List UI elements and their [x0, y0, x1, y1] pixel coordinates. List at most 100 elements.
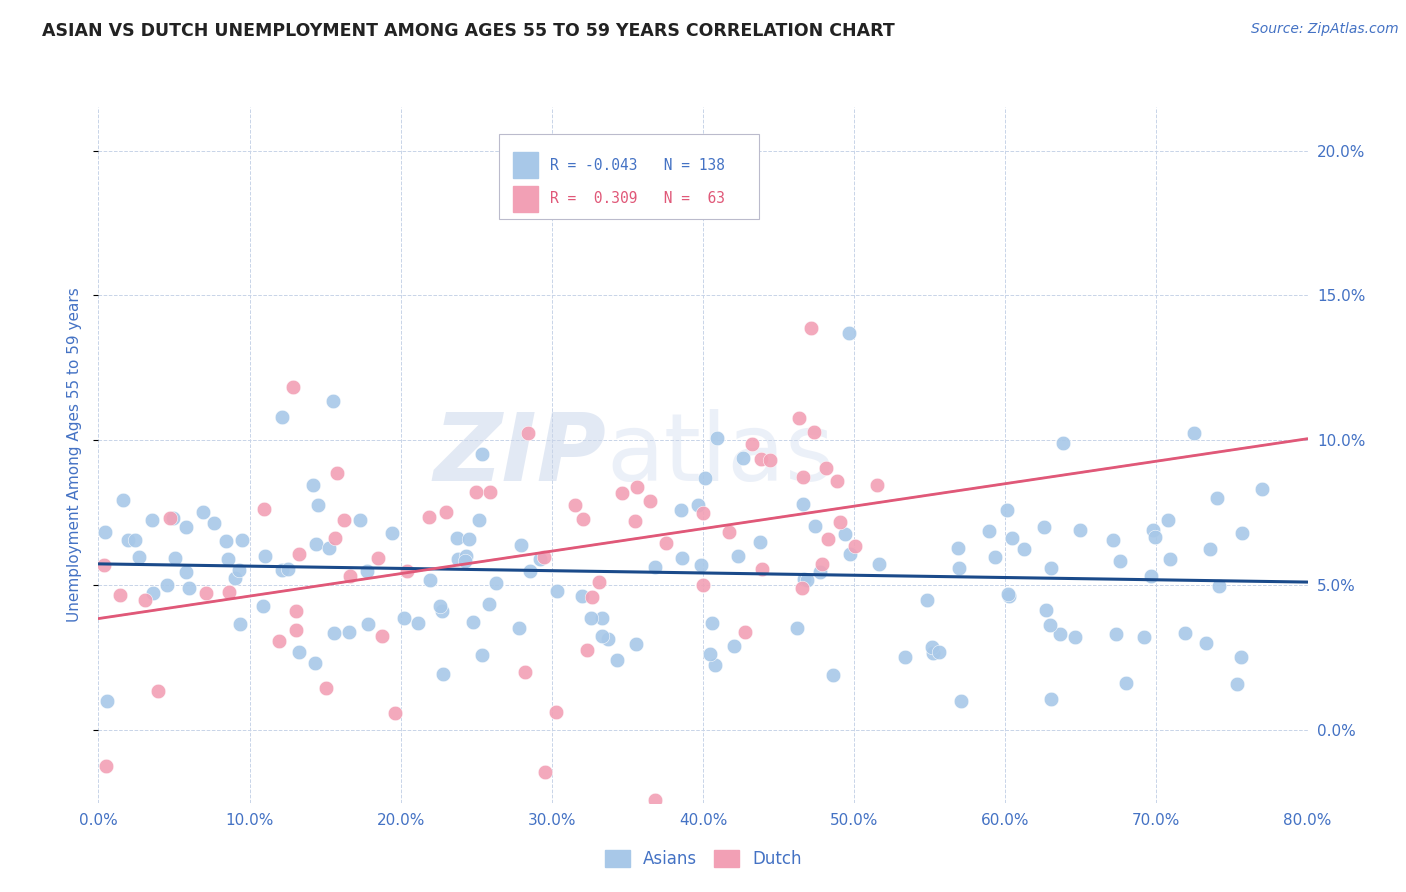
Point — [471, 447, 494, 461]
Point — [808, 565, 831, 579]
Point — [485, 575, 508, 590]
Point — [337, 625, 360, 640]
Point — [700, 615, 723, 630]
Point — [174, 520, 197, 534]
Point — [703, 657, 725, 672]
Point — [304, 657, 326, 671]
Point — [108, 588, 131, 602]
Point — [529, 552, 551, 566]
Text: ZIP: ZIP — [433, 409, 606, 501]
Point — [288, 645, 311, 659]
Point — [446, 531, 468, 545]
Point — [96, 694, 118, 708]
Point — [176, 565, 198, 579]
Point — [1142, 524, 1164, 538]
Point — [468, 513, 491, 527]
Point — [571, 589, 593, 603]
Point — [252, 599, 274, 613]
Point — [865, 478, 887, 492]
Point — [693, 471, 716, 485]
Point — [596, 632, 619, 647]
Point — [811, 557, 834, 571]
Point — [134, 592, 156, 607]
Point — [671, 550, 693, 565]
Point — [591, 629, 613, 643]
Point — [1064, 630, 1087, 644]
Point — [471, 648, 494, 662]
Point — [281, 380, 304, 394]
Point — [787, 411, 810, 425]
Point — [384, 706, 406, 720]
Text: Source: ZipAtlas.com: Source: ZipAtlas.com — [1251, 22, 1399, 37]
Point — [792, 470, 814, 484]
Point — [793, 573, 815, 587]
Point — [581, 590, 603, 604]
Point — [322, 393, 344, 408]
Point — [946, 541, 969, 556]
Point — [228, 563, 250, 577]
Point — [477, 597, 499, 611]
Point — [950, 694, 973, 708]
Point — [419, 573, 441, 587]
Point — [749, 534, 772, 549]
Point — [894, 650, 917, 665]
Point — [1226, 676, 1249, 690]
Point — [111, 492, 134, 507]
Point — [349, 513, 371, 527]
Text: atlas: atlas — [606, 409, 835, 501]
Point — [928, 645, 950, 659]
Point — [624, 514, 647, 528]
Point — [626, 480, 648, 494]
Point — [838, 326, 860, 340]
Point — [128, 549, 150, 564]
Point — [1001, 531, 1024, 545]
Point — [533, 549, 555, 564]
Point — [825, 474, 848, 488]
Point — [214, 533, 236, 548]
Point — [479, 485, 502, 500]
Point — [1108, 554, 1130, 568]
Point — [844, 539, 866, 553]
Point — [325, 466, 347, 480]
Point — [1159, 551, 1181, 566]
Point — [179, 581, 201, 595]
Point — [1133, 630, 1156, 644]
Point — [723, 639, 745, 653]
Point — [1174, 626, 1197, 640]
Point — [654, 536, 676, 550]
Point — [803, 425, 825, 440]
Point — [432, 666, 454, 681]
Point — [834, 527, 856, 541]
Point — [869, 557, 891, 571]
Point — [217, 552, 239, 566]
Point — [392, 611, 415, 625]
Point — [96, 759, 118, 773]
Point — [751, 451, 773, 466]
Point — [277, 561, 299, 575]
Point — [828, 515, 851, 529]
Point — [305, 537, 328, 551]
Point — [1040, 561, 1063, 575]
Point — [731, 451, 754, 466]
Point — [564, 498, 586, 512]
Point — [454, 554, 477, 568]
Point — [1049, 627, 1071, 641]
Point — [117, 533, 139, 547]
Point — [381, 526, 404, 541]
Point — [727, 549, 749, 563]
Point — [1139, 569, 1161, 583]
Point — [839, 547, 862, 561]
Text: ASIAN VS DUTCH UNEMPLOYMENT AMONG AGES 55 TO 59 YEARS CORRELATION CHART: ASIAN VS DUTCH UNEMPLOYMENT AMONG AGES 5… — [42, 22, 896, 40]
Point — [202, 516, 225, 531]
Point — [322, 625, 344, 640]
Point — [1052, 436, 1074, 450]
Point — [285, 604, 308, 618]
Point — [434, 505, 457, 519]
Point — [430, 604, 453, 618]
Y-axis label: Unemployment Among Ages 55 to 59 years: Unemployment Among Ages 55 to 59 years — [67, 287, 83, 623]
Point — [288, 547, 311, 561]
Point — [800, 320, 823, 334]
Point — [148, 683, 170, 698]
Point — [792, 497, 814, 511]
Point — [1195, 636, 1218, 650]
